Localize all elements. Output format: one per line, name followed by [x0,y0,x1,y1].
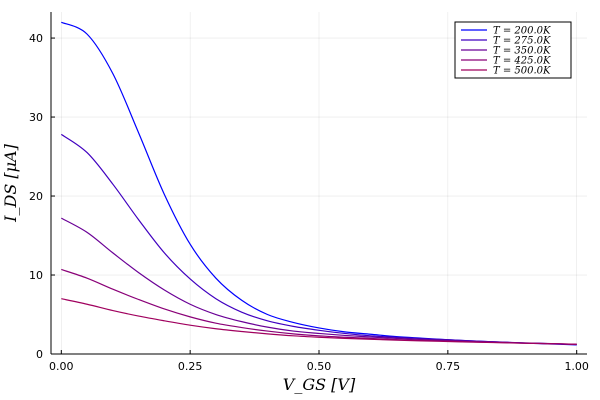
x-tick-label-0: 0.00 [49,360,74,373]
y-tick-label-0: 0 [36,348,43,361]
series-line-4 [61,298,577,345]
y-axis-title: I_DS [μA] [1,143,20,222]
legend: T = 200.0KT = 275.0KT = 350.0KT = 425.0K… [454,21,572,79]
x-axis-title: V_GS [V] [283,375,356,394]
series-lines [60,21,577,346]
legend-label-2: T = 350.0K [493,46,551,57]
y-tick-label-1: 10 [29,269,43,282]
tick-labels: 0.00 0.25 0.50 0.75 1.00 0 10 20 30 40 [29,32,589,373]
legend-label-4: T = 500.0K [493,66,551,77]
x-tick-label-2: 0.50 [307,360,332,373]
x-tick-label-4: 1.00 [564,360,589,373]
legend-label-1: T = 275.0K [493,36,551,47]
y-tick-label-4: 40 [29,32,43,45]
y-tick-label-2: 20 [29,190,43,203]
legend-label-0: T = 200.0K [493,26,551,37]
legend-label-3: T = 425.0K [493,56,551,67]
x-tick-label-1: 0.25 [178,360,203,373]
x-tick-label-3: 0.75 [436,360,461,373]
y-tick-label-3: 30 [29,111,43,124]
